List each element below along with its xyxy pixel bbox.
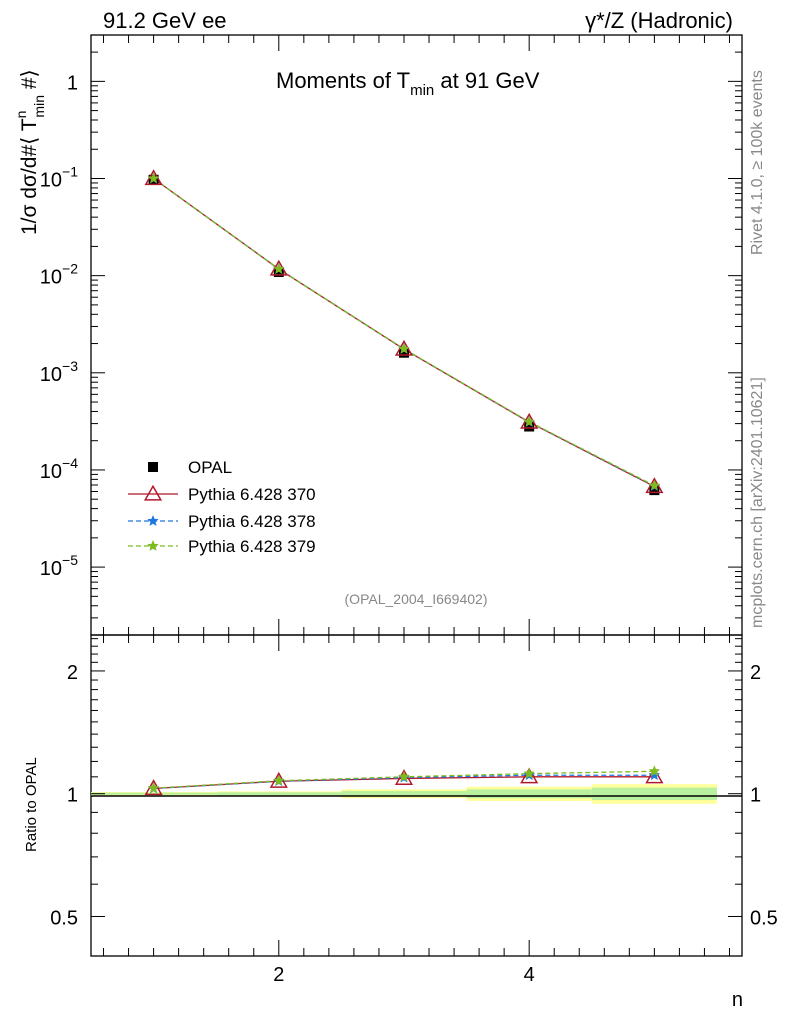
chart-title-part-1: Moments of T: [276, 68, 410, 93]
main-series-line: [153, 177, 655, 488]
main-series-line: [153, 177, 655, 487]
ratio-tick-labels: 0.5 0.5 1 1 2 2 2 4: [50, 662, 778, 986]
star-marker: [523, 415, 535, 427]
ratio-series-group: [144, 765, 664, 796]
ratio-band-inner: [466, 789, 592, 799]
star-marker: [147, 540, 159, 551]
legend: OPAL Pythia 6.428 370 Pythia 6.428 378 Pyth…: [128, 458, 316, 556]
ratio-y-tick-label-left: 0.5: [50, 907, 78, 929]
main-y-tick-label: 10−4: [40, 455, 78, 483]
main-y-tick-label: 10−3: [40, 358, 78, 386]
rivet-label: Rivet 4.1.0, ≥ 100k events: [749, 70, 766, 255]
opal-marker: [524, 421, 535, 432]
mcplots-label: mcplots.cern.ch [arXiv:2401.10621]: [749, 377, 766, 628]
star-marker: [273, 263, 285, 274]
main-y-label-sup: n: [13, 111, 29, 119]
star-marker: [147, 515, 159, 526]
x-tick-label: 2: [273, 964, 284, 986]
ratio-y-tick-label-right: 1: [750, 785, 761, 807]
triangle-marker: [143, 484, 163, 501]
star-marker: [273, 774, 285, 786]
ratio-band-inner: [341, 791, 467, 797]
ratio-band-inner: [216, 792, 342, 796]
star-marker: [523, 767, 535, 779]
header-right: γ*/Z (Hadronic): [585, 8, 733, 33]
opal-marker: [273, 267, 284, 278]
legend-label: OPAL: [188, 458, 232, 477]
star-marker: [398, 342, 410, 354]
ratio-y-label: Ratio to OPAL: [23, 757, 40, 852]
ratio-y-tick-label-left: 1: [67, 785, 78, 807]
triangle-marker: [645, 767, 664, 784]
main-y-label-sub: min: [31, 95, 47, 118]
x-axis-label: n: [732, 989, 743, 1011]
star-marker: [648, 769, 661, 781]
ratio-axis-ticks: [91, 635, 742, 957]
legend-label: Pythia 6.428 379: [188, 537, 316, 556]
triangle-marker: [520, 767, 539, 784]
x-tick-label: 4: [524, 964, 535, 986]
main-y-tick-labels: 1 10−1 10−2 10−3 10−4 10−5: [40, 72, 78, 580]
main-y-label-part-1: 1/σ dσ/d#⟨ T: [18, 118, 41, 235]
opal-marker: [398, 347, 409, 358]
opal-marker: [148, 462, 158, 472]
header-left: 91.2 GeV ee: [103, 8, 227, 33]
chart-title: Moments of Tmin at 91 GeV: [276, 68, 540, 99]
star-marker: [147, 172, 160, 184]
star-marker: [398, 770, 410, 782]
analysis-id: (OPAL_2004_I669402): [345, 591, 488, 607]
opal-marker: [649, 485, 660, 496]
main-y-label: 1/σ dσ/d#⟨ Tn min #⟩: [13, 69, 47, 235]
main-series-group: [144, 169, 664, 496]
main-y-tick-label: 10−5: [40, 552, 78, 580]
chart-title-part-2: min: [410, 82, 434, 99]
triangle-marker: [394, 769, 414, 786]
main-series-line: [153, 177, 655, 487]
main-y-tick-label: 10−1: [40, 164, 78, 192]
ratio-y-tick-label-left: 2: [67, 662, 78, 684]
star-marker: [648, 479, 661, 491]
ratio-y-tick-label-right: 2: [750, 662, 761, 684]
star-marker: [648, 765, 661, 777]
ratio-band-inner: [591, 787, 717, 801]
legend-label: Pythia 6.428 378: [188, 512, 316, 531]
ratio-y-tick-label-right: 0.5: [750, 907, 778, 929]
main-y-tick-label: 10−2: [40, 261, 78, 289]
legend-label: Pythia 6.428 370: [188, 485, 316, 504]
main-axis-ticks: [91, 34, 742, 636]
main-y-label-part-2: #⟩: [18, 69, 41, 95]
main-y-tick-label: 1: [67, 72, 78, 94]
chart-title-part-3: at 91 GeV: [434, 68, 540, 93]
star-marker: [147, 782, 160, 793]
